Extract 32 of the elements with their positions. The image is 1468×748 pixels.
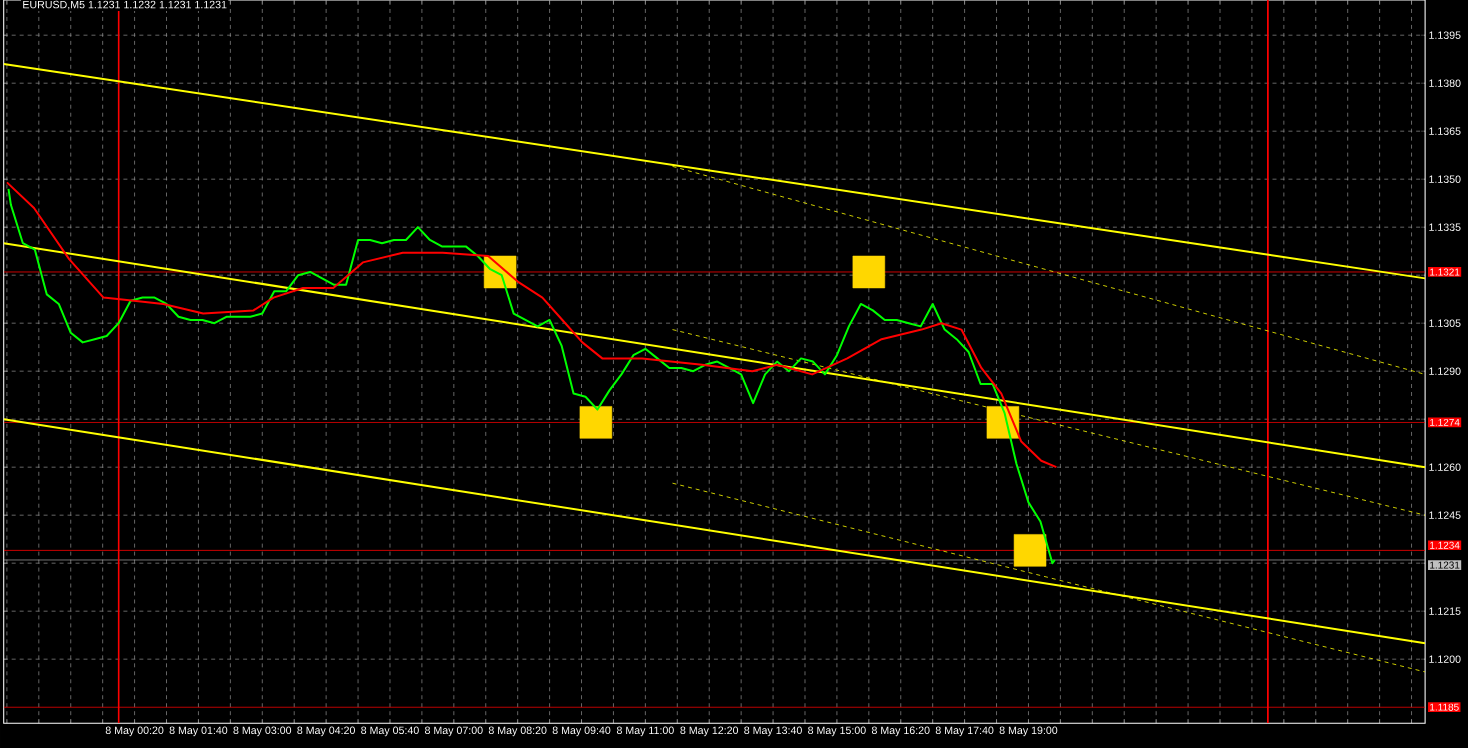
- x-tick-label: 8 May 07:00: [425, 726, 483, 737]
- y-tick-label: 1.1200: [1429, 655, 1461, 663]
- x-tick-label: 8 May 13:40: [744, 726, 802, 737]
- ref-line-label: 1.1274: [1430, 418, 1460, 426]
- y-tick-label: 1.1305: [1429, 319, 1461, 327]
- y-tick-label: 1.1335: [1429, 223, 1461, 231]
- x-tick-label: 8 May 12:20: [680, 726, 739, 737]
- y-tick-label: 1.1245: [1429, 511, 1461, 519]
- y-tick-label: 1.1215: [1429, 607, 1461, 615]
- x-tick-label: 8 May 00:20: [105, 726, 164, 737]
- x-tick-label: 8 May 16:20: [871, 726, 930, 737]
- x-tick-label: 8 May 05:40: [361, 726, 419, 737]
- y-tick-label: 1.1260: [1429, 463, 1461, 471]
- ref-line-label: 1.1231: [1430, 561, 1460, 569]
- ref-line-label: 1.1321: [1430, 268, 1460, 276]
- x-tick-label: 8 May 08:20: [488, 726, 547, 737]
- x-tick-label: 8 May 15:00: [808, 726, 866, 737]
- x-tick-label: 8 May 19:00: [999, 726, 1058, 737]
- x-tick-label: 8 May 04:20: [297, 726, 355, 737]
- x-tick-label: 8 May 03:00: [233, 726, 292, 737]
- y-tick-label: 1.1350: [1429, 175, 1461, 183]
- x-tick-label: 8 May 11:00: [616, 726, 674, 737]
- x-tick-label: 8 May 01:40: [169, 726, 228, 737]
- y-tick-label: 1.1290: [1429, 367, 1461, 375]
- x-tick-label: 8 May 09:40: [552, 726, 611, 737]
- ref-line-label: 1.1234: [1430, 541, 1460, 549]
- chart-title: EURUSD,M5 1.1231 1.1232 1.1231 1.1231: [23, 0, 227, 10]
- x-tick-label: 8 May 17:40: [935, 726, 994, 737]
- y-tick-label: 1.1365: [1429, 127, 1461, 135]
- y-tick-label: 1.1395: [1429, 31, 1461, 39]
- ref-line-label: 1.1185: [1430, 703, 1459, 711]
- y-tick-label: 1.1380: [1429, 79, 1461, 87]
